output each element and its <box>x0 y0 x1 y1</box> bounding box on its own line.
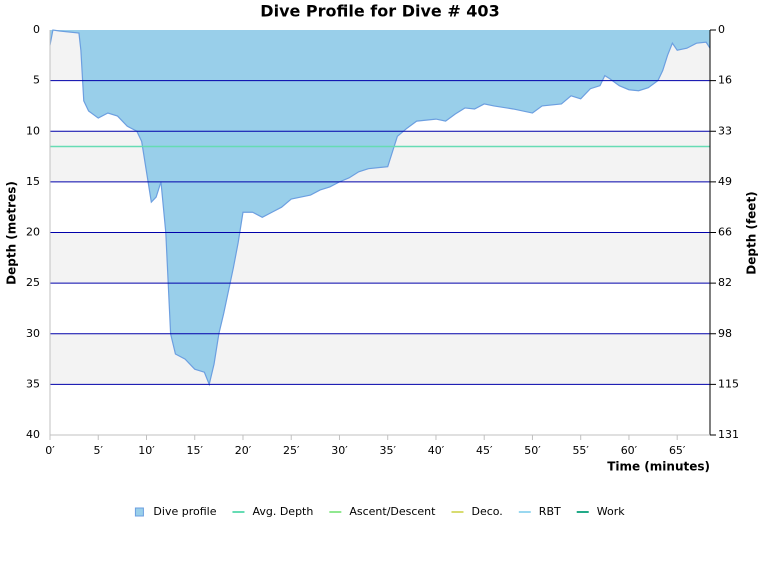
y-axis-label: Depth (metres) <box>5 181 19 285</box>
dive-profile-area <box>50 30 710 385</box>
x-tick-label: 30′ <box>331 444 348 457</box>
x-tick-label: 50′ <box>524 444 541 457</box>
legend-label: Avg. Depth <box>252 505 313 518</box>
y-tick-label: 35 <box>26 377 40 390</box>
plot-band <box>50 181 710 233</box>
x-axis-label: Time (minutes) <box>607 460 710 474</box>
legend-label: RBT <box>539 505 561 518</box>
legend: Dive profile Avg. Depth Ascent/Descent Deco… <box>134 505 625 518</box>
y2-tick-label: 49 <box>718 175 732 188</box>
x-tick-label: 45′ <box>476 444 493 457</box>
x-tick-label: 5′ <box>93 444 103 457</box>
y-tick-label: 30 <box>26 327 40 340</box>
x-tick-label: 40′ <box>428 444 445 457</box>
legend-swatch <box>134 507 144 517</box>
y-tick-label: 15 <box>26 175 40 188</box>
x-tick-label: 60′ <box>621 444 638 457</box>
dive-profile-line <box>49 29 711 387</box>
y-tick-label: 10 <box>26 124 40 137</box>
y-tick-label: 0 <box>33 23 40 36</box>
y2-axis-label: Depth (feet) <box>745 191 759 274</box>
legend-label: Work <box>597 505 625 518</box>
x-tick-label: 35′ <box>379 444 396 457</box>
legend-label: Deco. <box>471 505 502 518</box>
y2-tick-label: 16 <box>718 74 732 87</box>
plot-band <box>50 384 710 435</box>
y2-tick-label: 0 <box>718 23 725 36</box>
y2-tick-label: 66 <box>718 226 732 239</box>
x-tick-label: 25′ <box>283 444 300 457</box>
y-tick-label: 40 <box>26 428 40 441</box>
x-tick-label: 20′ <box>235 444 252 457</box>
y-tick-label: 20 <box>26 226 40 239</box>
y2-tick-label: 33 <box>718 124 732 137</box>
plot-band <box>50 333 710 385</box>
x-tick-label: 10′ <box>138 444 155 457</box>
x-tick-label: 15′ <box>186 444 203 457</box>
y-tick-label: 25 <box>26 276 40 289</box>
y2-tick-label: 82 <box>718 276 732 289</box>
plot-band <box>50 283 710 334</box>
legend-label: Ascent/Descent <box>349 505 436 518</box>
x-tick-label: 0′ <box>45 444 55 457</box>
y-tick-label: 5 <box>33 74 40 87</box>
y2-tick-label: 115 <box>718 377 739 390</box>
chart-title: Dive Profile for Dive # 403 <box>260 2 499 21</box>
legend-label: Dive profile <box>153 505 216 518</box>
y2-tick-label: 98 <box>718 327 732 340</box>
x-tick-label: 55′ <box>572 444 589 457</box>
x-tick-label: 65′ <box>669 444 686 457</box>
plot-band <box>50 232 710 284</box>
y2-tick-label: 131 <box>718 428 739 441</box>
